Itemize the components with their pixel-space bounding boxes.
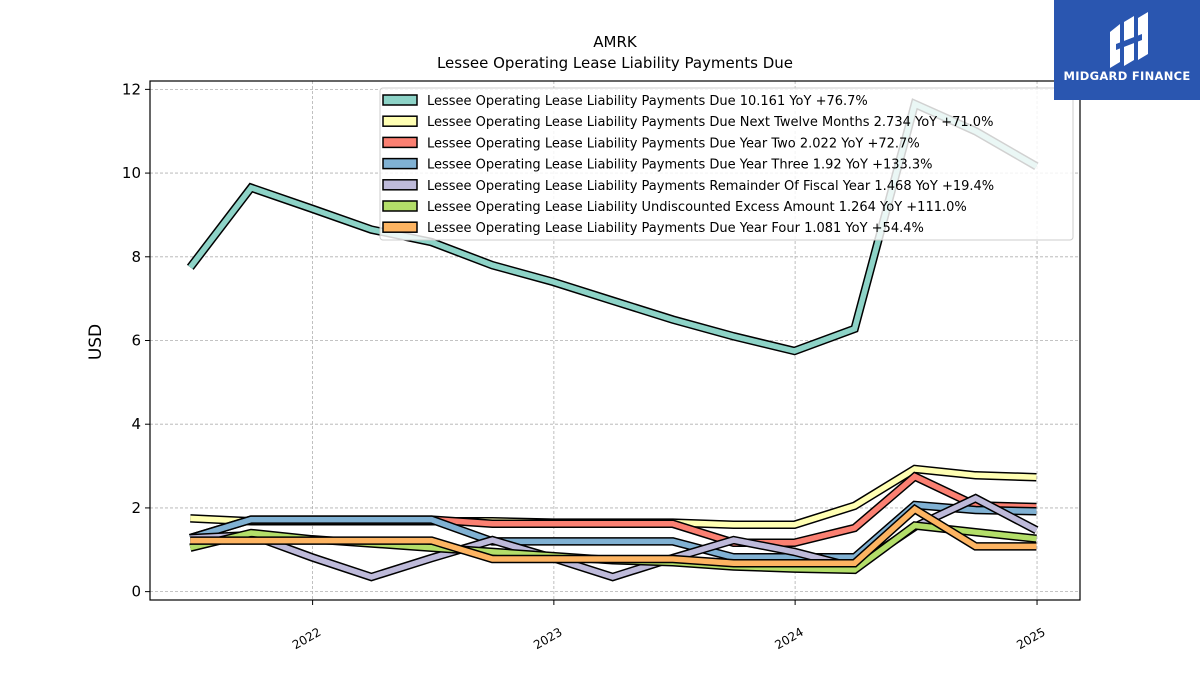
y-tick-label: 0 [131,583,141,601]
legend: Lessee Operating Lease Liability Payment… [379,87,1074,241]
x-tick-label: 2023 [531,625,564,652]
series-line-fill [190,505,1037,566]
legend-swatch [382,200,418,212]
legend-entry: Lessee Operating Lease Liability Payment… [427,136,920,151]
legend-entry: Lessee Operating Lease Liability Payment… [427,115,993,130]
series-line [190,503,1037,568]
series-lines [186,98,1039,582]
y-tick-label: 2 [131,499,141,517]
x-tick-label: 2025 [1014,625,1047,652]
legend-entry: Lessee Operating Lease Liability Payment… [427,94,868,109]
legend-entry: Lessee Operating Lease Liability Payment… [427,179,994,194]
legend-swatch [382,157,418,170]
legend-swatch [382,136,418,149]
chart-title: AMRK [593,33,638,51]
y-axis-label: USD [86,324,106,360]
legend-box [379,87,1074,241]
brand-name: MIDGARD FINANCE [1063,69,1191,83]
y-tick-label: 6 [131,332,141,350]
logo-mark-icon [1110,12,1148,68]
legend-swatch [382,115,418,127]
x-tick-label: 2022 [290,625,323,652]
legend-swatch [382,221,418,233]
legend-entry: Lessee Operating Lease Liability Payment… [427,221,924,236]
legend-entry: Lessee Operating Lease Liability Undisco… [427,200,967,215]
legend-swatch [382,179,418,191]
brand-logo: MIDGARD FINANCE [1054,0,1200,100]
y-tick-label: 8 [131,248,141,266]
y-tick-label: 10 [122,164,141,182]
y-tick-label: 4 [131,415,141,433]
y-tick-label: 12 [122,80,141,98]
x-tick-label: 2024 [772,625,805,652]
chart-subtitle: Lessee Operating Lease Liability Payment… [437,54,793,72]
legend-entry: Lessee Operating Lease Liability Payment… [427,158,933,173]
legend-swatch [382,94,418,106]
